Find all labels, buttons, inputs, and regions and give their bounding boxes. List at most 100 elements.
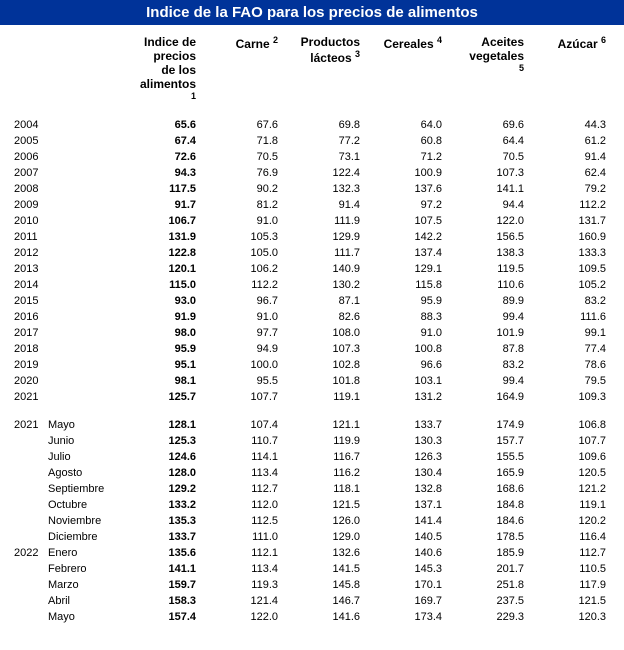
- cell-value: 184.8: [460, 497, 542, 513]
- cell-month: [44, 181, 132, 197]
- table-title: Indice de la FAO para los precios de ali…: [0, 0, 624, 25]
- cell-value: 137.6: [378, 181, 460, 197]
- cell-value: 120.1: [132, 261, 214, 277]
- cell-year: [0, 609, 44, 625]
- cell-year: 2015: [0, 293, 44, 309]
- cell-month: Mayo: [44, 417, 132, 433]
- cell-value: 93.0: [132, 293, 214, 309]
- table-row: Marzo159.7119.3145.8170.1251.8117.9: [0, 577, 624, 593]
- cell-value: 94.9: [214, 341, 296, 357]
- cell-value: 77.4: [542, 341, 624, 357]
- cell-value: 121.1: [296, 417, 378, 433]
- cell-month: Mayo: [44, 609, 132, 625]
- cell-month: Junio: [44, 433, 132, 449]
- cell-value: 145.8: [296, 577, 378, 593]
- table-row: 202098.195.5101.8103.199.479.5: [0, 373, 624, 389]
- cell-month: Julio: [44, 449, 132, 465]
- cell-value: 141.4: [378, 513, 460, 529]
- table-row: 2012122.8105.0111.7137.4138.3133.3: [0, 245, 624, 261]
- cell-year: [0, 529, 44, 545]
- cell-month: [44, 261, 132, 277]
- cell-value: 100.9: [378, 165, 460, 181]
- cell-month: [44, 245, 132, 261]
- cell-value: 105.2: [542, 277, 624, 293]
- cell-value: 83.2: [542, 293, 624, 309]
- cell-value: 131.9: [132, 229, 214, 245]
- cell-value: 159.7: [132, 577, 214, 593]
- cell-month: Noviembre: [44, 513, 132, 529]
- cell-value: 119.1: [296, 389, 378, 405]
- cell-month: [44, 357, 132, 373]
- cell-value: 89.9: [460, 293, 542, 309]
- cell-value: 71.8: [214, 133, 296, 149]
- cell-value: 124.6: [132, 449, 214, 465]
- cell-month: [44, 373, 132, 389]
- cell-value: 64.0: [378, 117, 460, 133]
- cell-value: 101.8: [296, 373, 378, 389]
- table-row: 2014115.0112.2130.2115.8110.6105.2: [0, 277, 624, 293]
- header-col-5: Azúcar 6: [542, 25, 624, 117]
- cell-value: 90.2: [214, 181, 296, 197]
- cell-value: 130.4: [378, 465, 460, 481]
- cell-value: 117.9: [542, 577, 624, 593]
- cell-value: 111.7: [296, 245, 378, 261]
- cell-value: 69.6: [460, 117, 542, 133]
- cell-value: 140.6: [378, 545, 460, 561]
- cell-year: [0, 481, 44, 497]
- cell-value: 122.0: [214, 609, 296, 625]
- cell-value: 116.2: [296, 465, 378, 481]
- cell-value: 128.0: [132, 465, 214, 481]
- cell-value: 122.8: [132, 245, 214, 261]
- cell-value: 132.8: [378, 481, 460, 497]
- cell-value: 91.0: [214, 213, 296, 229]
- cell-value: 145.3: [378, 561, 460, 577]
- cell-value: 62.4: [542, 165, 624, 181]
- cell-value: 87.8: [460, 341, 542, 357]
- cell-value: 107.4: [214, 417, 296, 433]
- cell-month: Marzo: [44, 577, 132, 593]
- cell-value: 88.3: [378, 309, 460, 325]
- cell-value: 111.9: [296, 213, 378, 229]
- cell-value: 120.3: [542, 609, 624, 625]
- cell-value: 91.7: [132, 197, 214, 213]
- table-row: Mayo157.4122.0141.6173.4229.3120.3: [0, 609, 624, 625]
- cell-value: 97.2: [378, 197, 460, 213]
- cell-value: 78.6: [542, 357, 624, 373]
- cell-month: [44, 117, 132, 133]
- cell-month: [44, 165, 132, 181]
- cell-year: 2013: [0, 261, 44, 277]
- cell-value: 95.9: [132, 341, 214, 357]
- cell-value: 98.1: [132, 373, 214, 389]
- header-blank-month: [44, 25, 132, 117]
- cell-value: 158.3: [132, 593, 214, 609]
- cell-value: 112.1: [214, 545, 296, 561]
- cell-value: 87.1: [296, 293, 378, 309]
- cell-value: 132.3: [296, 181, 378, 197]
- cell-month: [44, 133, 132, 149]
- cell-year: 2011: [0, 229, 44, 245]
- cell-month: [44, 325, 132, 341]
- cell-month: [44, 277, 132, 293]
- cell-value: 178.5: [460, 529, 542, 545]
- cell-value: 165.9: [460, 465, 542, 481]
- cell-value: 141.5: [296, 561, 378, 577]
- table-row: Julio124.6114.1116.7126.3155.5109.6: [0, 449, 624, 465]
- cell-value: 129.9: [296, 229, 378, 245]
- cell-value: 129.2: [132, 481, 214, 497]
- table-row: 200465.667.669.864.069.644.3: [0, 117, 624, 133]
- cell-value: 156.5: [460, 229, 542, 245]
- cell-value: 111.6: [542, 309, 624, 325]
- cell-year: [0, 577, 44, 593]
- cell-value: 135.6: [132, 545, 214, 561]
- table-row: Agosto128.0113.4116.2130.4165.9120.5: [0, 465, 624, 481]
- cell-year: 2021: [0, 417, 44, 433]
- table-row: 2010106.791.0111.9107.5122.0131.7: [0, 213, 624, 229]
- cell-year: [0, 561, 44, 577]
- table-row: 2008117.590.2132.3137.6141.179.2: [0, 181, 624, 197]
- cell-value: 137.4: [378, 245, 460, 261]
- cell-value: 112.2: [542, 197, 624, 213]
- cell-month: Septiembre: [44, 481, 132, 497]
- table-row: Diciembre133.7111.0129.0140.5178.5116.4: [0, 529, 624, 545]
- cell-value: 229.3: [460, 609, 542, 625]
- cell-value: 116.7: [296, 449, 378, 465]
